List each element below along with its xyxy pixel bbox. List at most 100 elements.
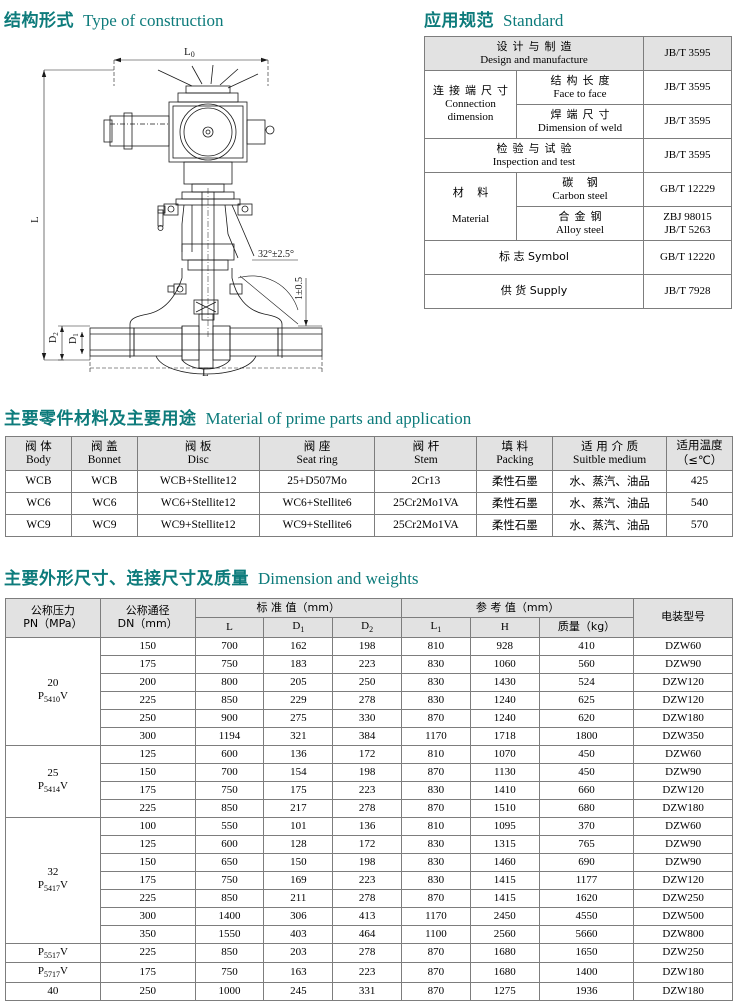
dimension-cell-dn: 300 [99,726,196,746]
header-l1: L1 [400,617,471,638]
dimension-cell-weight: 450 [538,744,635,764]
dimension-cell-model: DZW90 [633,762,733,782]
table-row-symbol: 标 志 Symbol GB/T 12220 [424,240,732,275]
material-header-en: Suitble medium [573,454,647,467]
material-cell-r0-c7: 425 [666,470,733,494]
material-header-cn: 适 用 介 质 [581,438,639,453]
dim-l-bottom [89,356,323,372]
material-cell-r0-c2: WCB+Stellite12 [136,470,260,494]
material-table-container: 阀 体 Body 阀 盖 Bonnet 阀 板 Disc 阀 座 Seat ring 阀 杆 St… [5,435,733,538]
dimension-cell-l1: 870 [400,942,471,964]
dimension-cell-l: 1400 [194,906,265,926]
dimension-cell-dn: 225 [99,942,196,964]
dimension-cell-weight: 690 [538,852,635,872]
dimension-cell-d1: 275 [263,708,334,728]
dimension-cell-dn: 250 [99,981,196,1001]
table-row: 25 P5414V 125 600 136 172 810 1070 450 DZW60 [5,744,733,818]
dimension-cell-l: 600 [194,744,265,764]
pn-line-1: 32 [47,866,59,879]
material-header-4: 阀 杆 Stem [374,435,478,472]
table-row: 40 250 1000 245 331 870 1275 1936 DZW180 [5,981,733,1001]
valve-body [89,268,323,375]
header-model: 电装型号 [633,598,733,638]
material-table-header-row: 阀 体 Body 阀 盖 Bonnet 阀 板 Disc 阀 座 Seat ring 阀 杆 St… [5,435,733,472]
dimension-cell-l1: 870 [400,762,471,782]
dimension-cell-l: 850 [194,942,265,964]
dimension-cell-l: 1000 [194,981,265,1001]
dim-label-l0: L0 [184,46,195,59]
dimension-cell-model: DZW120 [633,870,733,890]
dimension-cell-dn: 175 [99,654,196,674]
dimension-cell-d2: 223 [332,654,402,674]
table-row-design: 设计与制造 Design and manufacture JB/T 3595 [424,36,732,71]
dimension-cell-l1: 830 [400,852,471,872]
dn-en: DN（mm） [117,616,178,630]
dimension-cell-h: 1240 [469,690,540,710]
table-row-carbon-steel: 材 料 Material 碳 钢 Carbon steel GB/T 12229 [424,172,732,241]
cell-alloy-label: 合金钢 Alloy steel [516,206,644,241]
material-cell-r1-c2: WC6+Stellite12 [136,492,260,516]
material-cell-r0-c6: 水、蒸汽、油品 [552,470,667,494]
dimension-cell-d2: 223 [332,962,402,983]
section-heading-dimension: 主要外形尺寸、连接尺寸及质量 Dimension and weights [4,564,419,589]
dimension-cell-d2: 250 [332,672,402,692]
material-header-cn: 阀 体 [25,438,52,453]
material-header-1: 阀 盖 Bonnet [70,435,138,472]
dimension-cell-d1: 136 [263,744,334,764]
heading-en-standard: Standard [503,11,564,30]
dimension-cell-model: DZW60 [633,636,733,656]
material-cell-r1-c1: WC6 [70,492,138,516]
dimension-cell-h: 1095 [469,816,540,836]
material-header-en: Packing [496,454,534,467]
dimension-cell-d1: 175 [263,780,334,800]
pn-line-2: P5417V [37,879,68,894]
material-cell-r2-c1: WC9 [70,514,138,538]
dimension-cell-h: 1275 [469,981,540,1001]
dimension-cell-h: 1718 [469,726,540,746]
table-row-weld: 焊端尺寸 Dimension of weld JB/T 3595 [425,104,732,139]
dimension-cell-h: 928 [469,636,540,656]
dimension-cell-model: DZW350 [633,726,733,746]
pn-line-1: P5517V [37,945,68,960]
dimension-cell-weight: 1650 [538,942,635,964]
dimension-cell-h: 1060 [469,654,540,674]
dimension-cell-l1: 830 [400,672,471,692]
dimension-cell-dn: 200 [99,672,196,692]
dimension-cell-d1: 245 [263,981,334,1001]
cell-carbon-value: GB/T 12229 [643,172,732,207]
material-header-cn: 填 料 [501,438,529,453]
material-header-cn: 阀 板 [184,438,212,453]
dimension-cell-model: DZW500 [633,906,733,926]
dimension-cell-l: 750 [194,654,265,674]
dimension-cell-d1: 217 [263,798,334,818]
dimension-cell-l1: 1170 [400,726,471,746]
dimension-cell-d2: 172 [332,834,402,854]
table-row: 175 750 183 223 830 1060 560 DZW90 [6,654,733,674]
material-header-en: （≤℃） [676,452,723,467]
cell-material-label: 材 料 Material [424,172,517,241]
dimension-cell-h: 1510 [469,798,540,818]
cell-connection-label: 连接端尺寸 Connection dimension [424,70,517,139]
dimension-cell-model: DZW90 [633,852,733,872]
weld-cn: 焊端尺寸 [550,107,615,121]
dimension-cell-weight: 765 [538,834,635,854]
connection-cn: 连接端尺寸 [433,84,513,98]
dimension-table-container: 公称压力 PN（MPa） 公称通径 DN（mm） 标 准 值（mm） 参 考 值… [5,598,733,1001]
material-header-cn: 阀 杆 [412,438,440,453]
dimension-cell-d1: 321 [263,726,334,746]
table-row: WCB WCB WCB+Stellite12 25+D507Mo 2Cr13 柔性石墨 水、… [5,470,733,494]
material-cell-r2-c6: 水、蒸汽、油品 [552,514,667,538]
electric-actuator [103,64,275,193]
dimension-cell-dn: 225 [99,690,196,710]
dimension-group-label-3: P5517V [5,942,101,964]
section-heading-construction: 结构形式 Type of construction [4,6,223,31]
material-cell-r2-c5: 柔性石墨 [476,514,554,538]
dimension-cell-l1: 1170 [400,906,471,926]
dimension-cell-model: DZW180 [633,708,733,728]
dimension-cell-d2: 136 [332,816,402,836]
cell-supply-value: JB/T 7928 [643,274,732,309]
table-row-inspection: 检验与试验 Inspection and test JB/T 3595 [424,138,732,173]
table-row: 250 900 275 330 870 1240 620 DZW180 [6,708,733,728]
cell-carbon-label: 碳 钢 Carbon steel [516,172,644,207]
pn-cn: 公称压力 [30,603,75,617]
